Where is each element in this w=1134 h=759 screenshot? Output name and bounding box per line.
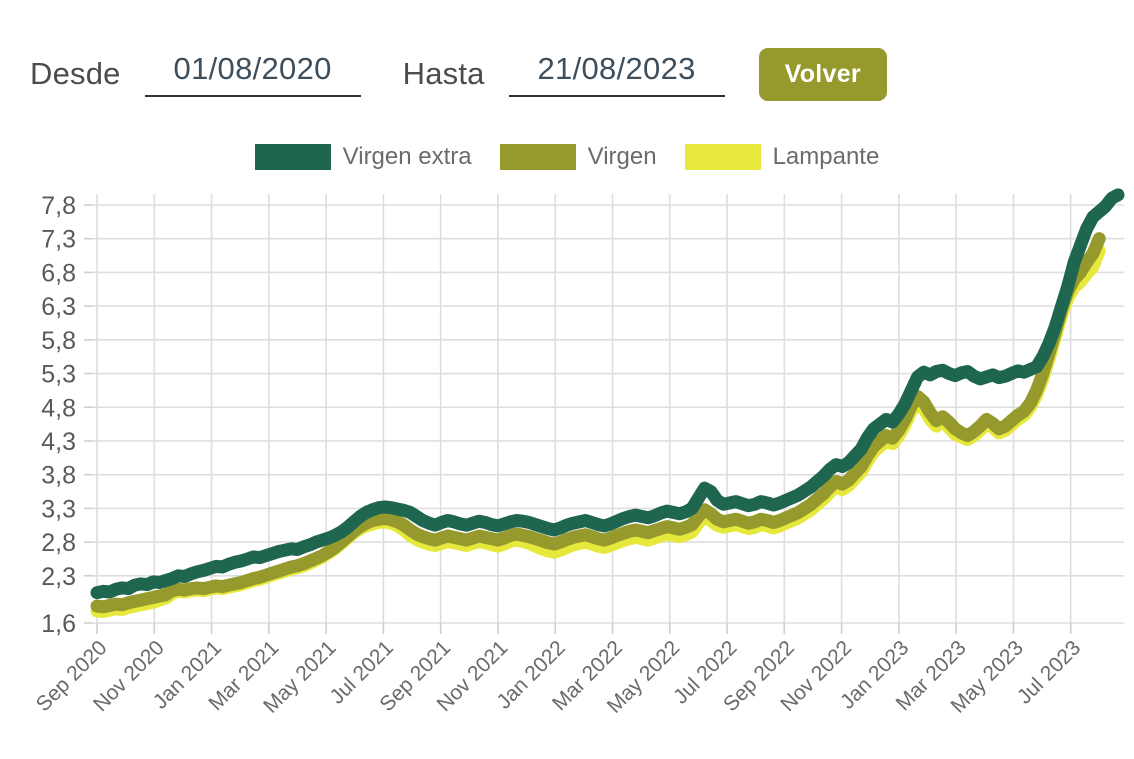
legend-swatch-lampante	[684, 144, 761, 170]
date-range-controls: Desde Hasta Volver	[0, 38, 1134, 110]
y-axis-tick-label: 2,8	[41, 529, 76, 557]
y-axis-tick-label: 7,8	[41, 192, 76, 220]
y-axis-tick-label: 4,8	[41, 394, 76, 422]
legend-swatch-virgen-extra	[254, 144, 331, 170]
hasta-underline	[508, 95, 725, 97]
chart-svg: 1,62,32,83,33,84,34,85,35,86,36,87,37,8 …	[32, 188, 1125, 718]
desde-label: Desde	[30, 56, 121, 91]
desde-underline	[144, 95, 361, 97]
grid-layer	[84, 194, 1124, 634]
desde-field-wrapper	[144, 51, 361, 97]
y-axis-tick-label: 6,3	[41, 293, 76, 321]
y-axis-tick-label: 6,8	[41, 259, 76, 287]
y-axis-tick-label: 5,3	[41, 361, 76, 389]
desde-date-input[interactable]	[152, 51, 353, 87]
y-axis-tick-label: 2,3	[41, 563, 76, 591]
chart-legend: Virgen extra Virgen Lampante	[0, 143, 1134, 171]
series-layer	[90, 188, 1125, 618]
volver-button[interactable]: Volver	[758, 47, 887, 101]
price-chart: 1,6 2,3 2,8 3,3 3,8 4,3 4,8 5,3 5,8 6,3 6,8 7,3 7,8 …	[0, 186, 1134, 759]
hasta-label: Hasta	[402, 56, 485, 91]
legend-swatch-virgen	[499, 144, 576, 170]
series-line-virgen	[90, 232, 1106, 614]
y-axis-tick-label: 5,8	[41, 327, 76, 355]
legend-item-virgen[interactable]: Virgen	[499, 143, 657, 171]
hasta-date-input[interactable]	[516, 51, 717, 87]
y-axis-tick-label: 1,6	[41, 610, 76, 638]
y-axis-tick-label: 3,8	[41, 462, 76, 490]
y-axis-tick-label: 4,3	[41, 428, 76, 456]
legend-item-lampante[interactable]: Lampante	[684, 143, 880, 171]
y-axis-labels: 1,6 2,3 2,8 3,3 3,8 4,3 4,8 5,3 5,8 6,3 6,8 7,3 7,8	[41, 192, 76, 638]
legend-label-lampante: Lampante	[772, 143, 880, 170]
y-axis-tick-label: 3,3	[41, 495, 76, 523]
x-axis-tick-label: Jul 2023	[1013, 636, 1085, 708]
y-axis-tick-label: 7,3	[41, 226, 76, 254]
legend-item-virgen-extra[interactable]: Virgen extra	[254, 143, 472, 171]
hasta-field-wrapper	[508, 51, 725, 97]
series-line-virgen-extra	[90, 188, 1125, 600]
legend-label-virgen: Virgen	[587, 143, 657, 170]
legend-label-virgen-extra: Virgen extra	[342, 143, 472, 170]
